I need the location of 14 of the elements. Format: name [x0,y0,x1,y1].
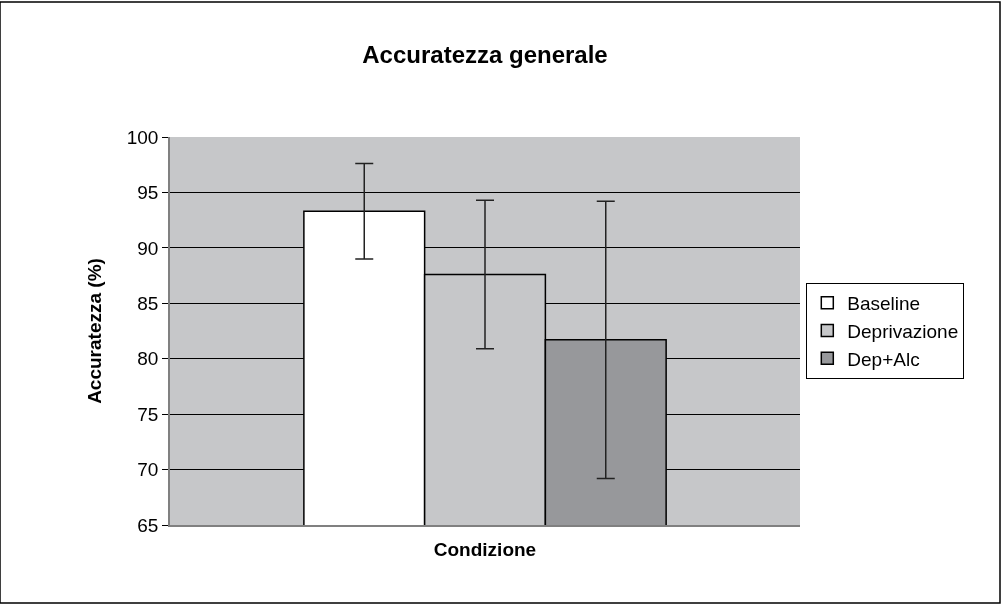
y-tick-label: 75 [137,403,159,425]
y-tick-label: 80 [137,348,159,370]
legend-label: Deprivazione [847,320,959,342]
y-tick-label: 100 [126,126,159,148]
legend-label: Baseline [847,293,921,315]
chart-title: Accuratezza generale [362,40,608,68]
y-tick-label: 85 [137,292,159,314]
legend-label: Dep+Alc [847,348,920,370]
y-axis-title: Accuratezza (%) [84,258,106,404]
y-tick-label: 65 [137,514,159,536]
y-tick-label: 95 [137,182,159,204]
y-tick-label: 90 [137,237,159,259]
x-axis-title: Condizione [433,539,537,561]
y-tick-label: 70 [137,459,159,481]
